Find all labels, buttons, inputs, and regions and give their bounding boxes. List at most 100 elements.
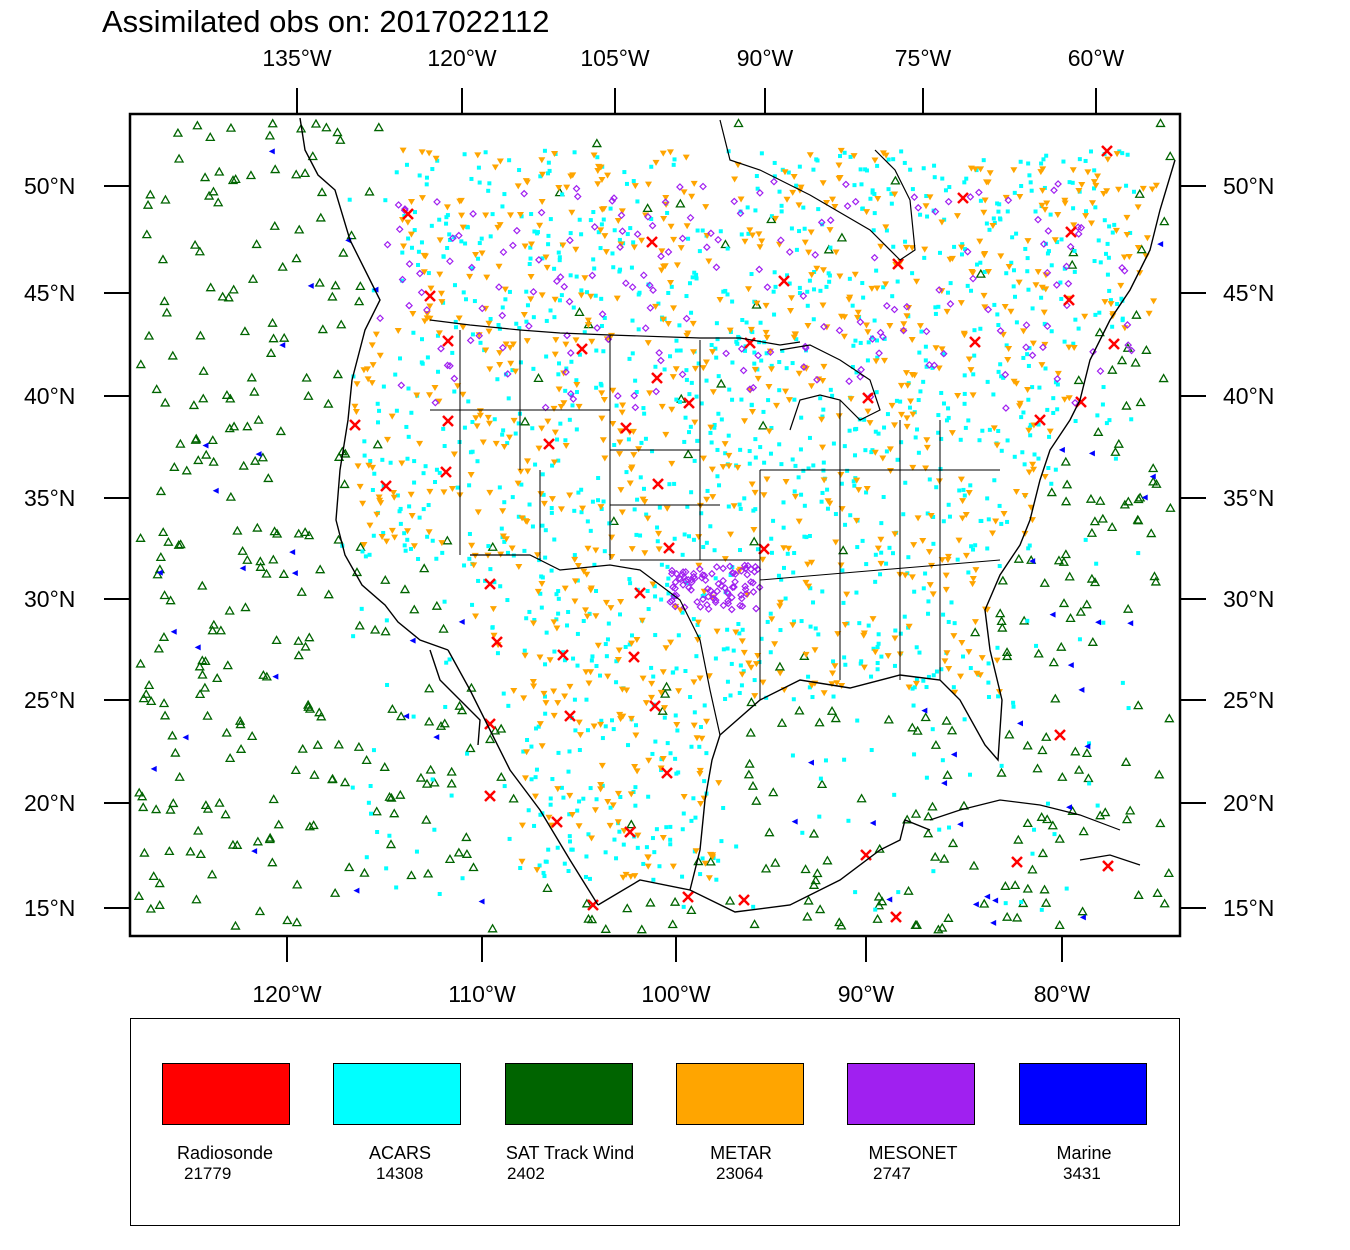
acars-marker — [764, 695, 769, 700]
sat-track-wind-marker — [456, 705, 468, 715]
sat-track-wind-marker — [661, 681, 672, 691]
metar-marker — [734, 464, 742, 471]
sat-track-wind-marker — [1087, 636, 1098, 646]
acars-marker — [936, 413, 941, 418]
acars-marker — [434, 467, 439, 472]
acars-marker — [517, 168, 522, 173]
metar-marker — [1065, 395, 1073, 402]
legend-count: 14308 — [376, 1164, 424, 1183]
acars-marker — [918, 389, 923, 394]
acars-marker — [719, 839, 724, 844]
mesonet-marker — [1022, 343, 1030, 352]
acars-marker — [490, 625, 495, 630]
acars-marker — [964, 176, 969, 181]
metar-marker — [787, 308, 795, 315]
metar-marker — [553, 625, 561, 632]
acars-marker — [927, 477, 932, 482]
metar-marker — [1030, 466, 1038, 473]
acars-marker — [863, 448, 868, 453]
mesonet-marker — [719, 564, 727, 573]
sat-track-wind-marker — [185, 846, 196, 856]
sat-track-wind-marker — [172, 127, 184, 137]
mesonet-marker — [1001, 370, 1010, 379]
metar-marker — [659, 834, 667, 841]
legend-item-radiosonde[interactable]: Radiosonde 21779 — [162, 1063, 312, 1183]
acars-marker — [991, 392, 996, 397]
mesonet-marker — [785, 248, 794, 256]
sat-track-wind-marker — [261, 568, 272, 578]
acars-marker — [874, 390, 879, 395]
acars-marker — [537, 863, 542, 868]
sat-track-wind-marker — [370, 624, 381, 634]
legend-label: SAT Track Wind — [505, 1143, 635, 1163]
map[interactable]: 135°W 120°W 105°W 90°W 75°W 60°W 120°W 1… — [0, 0, 1350, 1010]
acars-marker — [850, 364, 855, 369]
top-lon-label: 120°W — [427, 45, 497, 71]
acars-marker — [1095, 413, 1100, 418]
acars-marker — [843, 662, 848, 667]
acars-marker — [575, 808, 580, 813]
legend-item-sat-track-wind[interactable]: SAT Track Wind 2402 — [505, 1063, 655, 1183]
acars-marker — [552, 315, 557, 320]
radiosonde-marker — [557, 649, 569, 661]
mesonet-marker — [709, 590, 718, 599]
acars-marker — [517, 326, 522, 331]
marine-marker — [239, 565, 246, 572]
metar-marker — [762, 329, 770, 336]
sat-track-wind-marker — [970, 627, 981, 637]
metar-marker — [972, 567, 980, 574]
acars-marker — [797, 229, 802, 234]
mesonet-marker — [682, 314, 691, 323]
metar-marker — [598, 176, 606, 183]
sat-track-wind-marker — [395, 789, 406, 799]
metar-marker — [569, 172, 577, 179]
acars-marker — [791, 697, 796, 702]
metar-marker — [356, 483, 364, 490]
metar-marker — [514, 480, 522, 487]
acars-marker — [371, 748, 376, 753]
metar-marker — [602, 249, 610, 256]
acars-marker — [759, 151, 764, 156]
mesonet-marker — [1066, 242, 1075, 251]
left-lat-label: 20°N — [24, 790, 75, 816]
sat-track-wind-marker — [1073, 375, 1084, 385]
acars-marker — [402, 543, 407, 548]
acars-marker — [1110, 230, 1115, 235]
metar-marker — [484, 552, 492, 559]
metar-marker — [425, 529, 433, 536]
acars-marker — [492, 417, 497, 422]
metar-marker — [853, 477, 861, 484]
acars-marker — [384, 618, 389, 623]
metar-marker — [545, 814, 553, 821]
sat-track-wind-marker — [942, 769, 953, 779]
legend-item-marine[interactable]: Marine 3431 — [1019, 1063, 1169, 1183]
acars-marker — [561, 650, 566, 655]
sat-track-wind-marker — [923, 811, 934, 821]
sat-track-wind-marker — [1057, 771, 1068, 781]
legend-item-acars[interactable]: ACARS 14308 — [333, 1063, 483, 1183]
acars-marker — [629, 265, 634, 270]
mesonet-marker — [509, 241, 517, 250]
acars-marker — [687, 392, 692, 397]
legend-item-mesonet[interactable]: MESONET 2747 — [847, 1063, 997, 1183]
acars-marker — [841, 600, 846, 605]
acars-marker — [725, 679, 730, 684]
acars-marker — [916, 450, 921, 455]
page-title: Assimilated obs on: 2017022112 — [102, 4, 550, 39]
metar-marker — [747, 326, 755, 333]
hudson-bay — [719, 119, 916, 261]
metar-marker — [904, 382, 912, 389]
sat-track-wind-marker — [267, 317, 278, 327]
acars-marker — [708, 430, 713, 435]
acars-marker — [1049, 329, 1054, 334]
acars-marker — [470, 449, 475, 454]
acars-marker — [540, 472, 545, 477]
metar-marker — [1123, 231, 1131, 238]
metar-marker — [765, 428, 773, 435]
legend-item-metar[interactable]: METAR 23064 — [676, 1063, 826, 1183]
acars-marker — [503, 297, 508, 302]
sat-track-wind-marker — [808, 879, 820, 889]
metar-marker — [474, 152, 482, 159]
acars-marker — [677, 399, 682, 404]
acars-marker — [1087, 781, 1092, 786]
